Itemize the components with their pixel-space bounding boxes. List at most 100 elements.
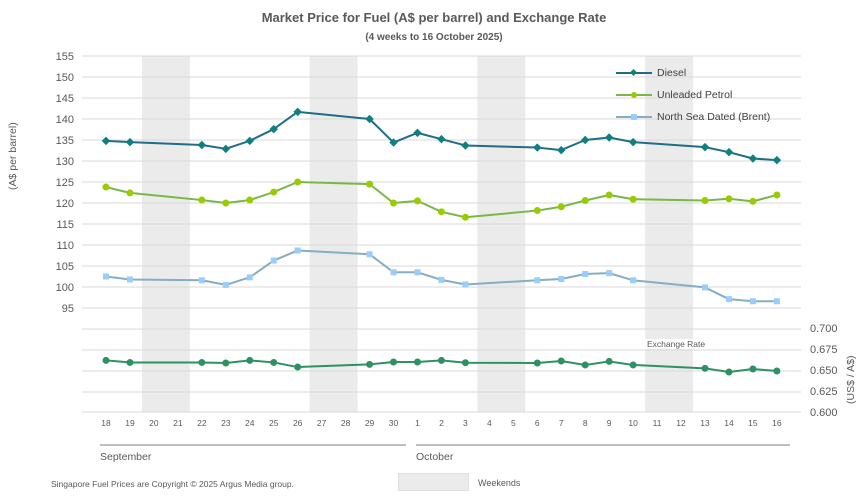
brent-point	[270, 257, 277, 264]
diesel-point	[389, 138, 398, 147]
x-tick-label: 23	[221, 418, 231, 428]
y-tick-label-right: 0.625	[810, 386, 838, 398]
x-tick-label: 6	[535, 418, 540, 428]
x-tick-label: 16	[772, 418, 782, 428]
diesel-point	[628, 137, 638, 147]
y-tick-label-left: 155	[56, 51, 74, 63]
unleaded-petrol-point	[222, 199, 230, 207]
exchange-rate-point	[581, 361, 589, 369]
weekend-legend-label: Weekends	[478, 478, 521, 488]
unleaded-petrol-point	[557, 203, 565, 211]
exchange-rate-point	[413, 358, 421, 366]
unleaded-petrol-point	[102, 183, 110, 191]
diesel-point	[556, 145, 566, 155]
chart-title: Market Price for Fuel (A$ per barrel) an…	[261, 10, 607, 25]
unleaded-petrol-point	[725, 195, 733, 203]
exchange-rate-point	[437, 356, 445, 364]
diesel-point	[269, 124, 278, 134]
x-tick-label: 14	[724, 418, 734, 428]
unleaded-petrol-point	[390, 199, 398, 207]
x-tick-label: 3	[463, 418, 468, 428]
x-tick-label: 7	[559, 418, 564, 428]
month-label-october: October	[416, 451, 454, 463]
y-tick-label-right: 0.700	[810, 323, 838, 335]
x-tick-label: 25	[269, 418, 279, 428]
y-tick-label-right: 0.650	[810, 365, 838, 377]
weekend-band	[141, 56, 190, 412]
x-tick-label: 10	[628, 418, 638, 428]
x-tick-label: 1	[415, 418, 420, 428]
legend-item-unleaded-petrol: Unleaded Petrol	[614, 84, 774, 106]
x-tick-label: 28	[341, 418, 351, 428]
brent-point	[749, 298, 756, 305]
exchange-rate-point	[102, 356, 110, 364]
exchange-rate-point	[294, 363, 302, 371]
weekend-band	[645, 56, 694, 412]
exchange-rate-point	[246, 356, 254, 364]
legend-diesel-swatch	[616, 68, 652, 77]
unleaded-petrol-point	[437, 208, 445, 216]
y-tick-label-left: 100	[56, 282, 74, 294]
brent-point	[606, 270, 613, 277]
x-tick-label: 5	[511, 418, 516, 428]
unleaded-petrol-point	[246, 196, 254, 204]
brent-point	[702, 284, 708, 291]
unleaded-petrol-point	[749, 197, 757, 205]
brent-point	[462, 281, 469, 288]
exchange-rate-point	[270, 358, 278, 366]
x-tick-label: 11	[653, 418, 662, 428]
legend-label-unleaded-petrol: Unleaded Petrol	[657, 89, 733, 101]
unleaded-petrol-point	[533, 207, 541, 215]
exchange-rate-point	[126, 358, 134, 366]
unleaded-petrol-point	[294, 178, 302, 186]
diesel-point	[245, 136, 255, 146]
brent-point	[222, 281, 229, 288]
right-axis-title: (US$ / A$)	[845, 355, 857, 404]
unleaded-petrol-point	[126, 189, 134, 197]
diesel-point	[413, 128, 422, 138]
chart-subtitle: (4 weeks to 16 October 2025)	[365, 32, 503, 43]
y-tick-label-left: 130	[56, 156, 74, 168]
unleaded-petrol-point	[461, 213, 469, 221]
legend-brent-swatch	[616, 114, 652, 120]
y-tick-label-left: 105	[56, 261, 74, 273]
brent-point	[534, 277, 541, 284]
brent-point	[366, 251, 373, 258]
y-tick-label-left: 145	[56, 93, 74, 105]
x-tick-label: 29	[365, 418, 375, 428]
x-tick-label: 24	[245, 418, 255, 428]
legend-petrol-swatch	[616, 92, 652, 98]
x-tick-label: 15	[748, 418, 758, 428]
exchange-rate-label: Exchange Rate	[643, 339, 710, 349]
y-tick-label-right: 0.675	[810, 344, 838, 356]
y-tick-label-left: 140	[56, 114, 74, 126]
diesel-point	[293, 107, 302, 117]
brent-point	[438, 276, 445, 283]
copyright-note: Singapore Fuel Prices are Copyright © 20…	[51, 479, 294, 489]
month-label-september: September	[100, 451, 152, 463]
exchange-rate-point	[533, 359, 541, 367]
brent-point	[582, 270, 589, 277]
exchange-rate-point	[557, 357, 565, 365]
x-tick-label: 18	[101, 418, 111, 428]
x-tick-label: 30	[389, 418, 399, 428]
unleaded-petrol-point	[198, 196, 206, 204]
exchange-rate-point	[390, 358, 398, 366]
diesel-point	[125, 137, 135, 147]
y-tick-label-right: 0.600	[810, 407, 838, 419]
brent-point	[198, 277, 205, 284]
brent-point	[126, 276, 133, 283]
diesel-point	[533, 143, 542, 152]
y-tick-label-left: 95	[62, 303, 74, 315]
brent-point	[725, 296, 732, 303]
weekend-band	[309, 56, 358, 412]
exchange-rate-point	[749, 365, 757, 373]
unleaded-petrol-point	[773, 191, 781, 199]
diesel-point	[101, 136, 111, 146]
diesel-point	[197, 140, 207, 150]
unleaded-petrol-point	[605, 191, 613, 199]
exchange-rate-point	[366, 360, 374, 368]
diesel-point	[772, 155, 782, 165]
diesel-point	[461, 141, 470, 150]
brent-point	[414, 269, 421, 276]
